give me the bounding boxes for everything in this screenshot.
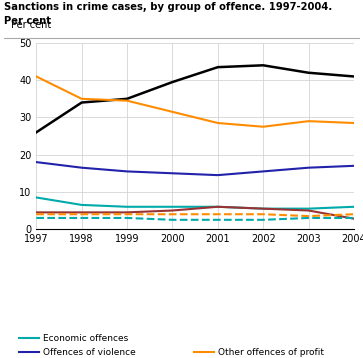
- Line: Economic offences: Economic offences: [36, 198, 354, 209]
- Offences of violence: [34, 160, 38, 164]
- Economic offences: [261, 207, 265, 211]
- Economic offences: [125, 205, 129, 209]
- Other offences of profit: [261, 125, 265, 129]
- Offences of narcotics: [125, 97, 129, 101]
- Other offences: [170, 208, 175, 213]
- Offences of narcotics: [352, 74, 356, 79]
- Offences of violence: [352, 164, 356, 168]
- Offences of narcotics: [216, 65, 220, 69]
- Damage to property: [352, 212, 356, 216]
- Other offences of profit: [125, 98, 129, 103]
- Line: Other offences: Other offences: [36, 207, 354, 219]
- Economic offences: [216, 205, 220, 209]
- Other offences of profit: [352, 121, 356, 125]
- Line: Offences of narcotics: Offences of narcotics: [36, 65, 354, 132]
- Other offences: [79, 210, 84, 214]
- Other offences of profit: [170, 110, 175, 114]
- Economic offences: [79, 203, 84, 207]
- Offences of violence: [261, 169, 265, 174]
- Sexual offences: [34, 216, 38, 220]
- Text: Sanctions in crime cases, by group of offence. 1997-2004.: Sanctions in crime cases, by group of of…: [4, 2, 332, 12]
- Economic offences: [352, 205, 356, 209]
- Other offences: [34, 210, 38, 214]
- Damage to property: [125, 212, 129, 216]
- Line: Other offences of profit: Other offences of profit: [36, 77, 354, 127]
- Damage to property: [306, 214, 311, 218]
- Other offences: [125, 210, 129, 214]
- Sexual offences: [79, 216, 84, 220]
- Damage to property: [216, 212, 220, 216]
- Text: Per cent: Per cent: [11, 20, 51, 30]
- Damage to property: [170, 212, 175, 216]
- Sexual offences: [261, 218, 265, 222]
- Economic offences: [306, 207, 311, 211]
- Economic offences: [170, 205, 175, 209]
- Damage to property: [79, 212, 84, 216]
- Damage to property: [34, 212, 38, 216]
- Sexual offences: [170, 218, 175, 222]
- Line: Offences of violence: Offences of violence: [36, 162, 354, 175]
- Offences of violence: [170, 171, 175, 175]
- Damage to property: [261, 212, 265, 216]
- Text: Per cent: Per cent: [4, 16, 50, 26]
- Other offences: [261, 207, 265, 211]
- Other offences of profit: [79, 97, 84, 101]
- Offences of narcotics: [261, 63, 265, 67]
- Offences of narcotics: [170, 80, 175, 84]
- Line: Damage to property: Damage to property: [36, 214, 354, 216]
- Offences of violence: [125, 169, 129, 174]
- Line: Sexual offences: Sexual offences: [36, 218, 354, 220]
- Other offences of profit: [216, 121, 220, 125]
- Offences of narcotics: [306, 71, 311, 75]
- Sexual offences: [125, 216, 129, 220]
- Sexual offences: [352, 216, 356, 220]
- Offences of narcotics: [79, 100, 84, 105]
- Other offences: [216, 205, 220, 209]
- Economic offences: [34, 195, 38, 200]
- Offences of violence: [216, 173, 220, 177]
- Offences of violence: [306, 165, 311, 170]
- Legend: Other offences of profit, Sexual offences, Damage to property: Other offences of profit, Sexual offence…: [190, 344, 328, 358]
- Other offences of profit: [306, 119, 311, 123]
- Sexual offences: [216, 218, 220, 222]
- Other offences of profit: [34, 74, 38, 79]
- Sexual offences: [306, 216, 311, 220]
- Offences of narcotics: [34, 130, 38, 135]
- Offences of violence: [79, 165, 84, 170]
- Other offences: [306, 208, 311, 213]
- Other offences: [352, 217, 356, 221]
